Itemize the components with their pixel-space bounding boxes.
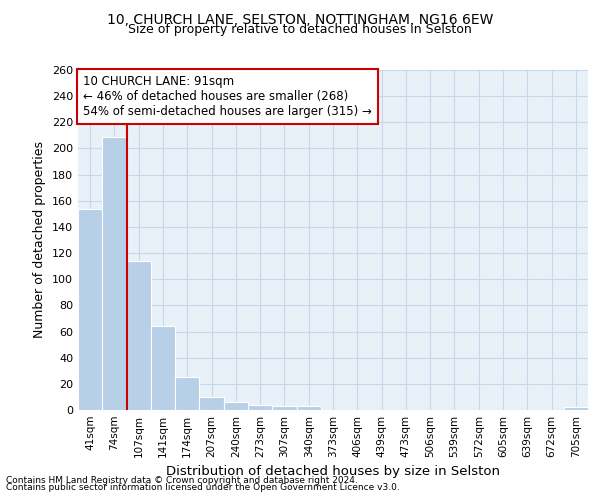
Bar: [564, 408, 588, 410]
Bar: [175, 378, 199, 410]
Bar: [224, 402, 248, 410]
Bar: [151, 326, 175, 410]
Bar: [296, 406, 321, 410]
Bar: [199, 397, 224, 410]
Text: 10 CHURCH LANE: 91sqm
← 46% of detached houses are smaller (268)
54% of semi-det: 10 CHURCH LANE: 91sqm ← 46% of detached …: [83, 75, 372, 118]
Text: Contains HM Land Registry data © Crown copyright and database right 2024.: Contains HM Land Registry data © Crown c…: [6, 476, 358, 485]
Bar: [248, 405, 272, 410]
Text: Size of property relative to detached houses in Selston: Size of property relative to detached ho…: [128, 22, 472, 36]
Bar: [272, 406, 296, 410]
Text: Contains public sector information licensed under the Open Government Licence v3: Contains public sector information licen…: [6, 484, 400, 492]
X-axis label: Distribution of detached houses by size in Selston: Distribution of detached houses by size …: [166, 466, 500, 478]
Text: 10, CHURCH LANE, SELSTON, NOTTINGHAM, NG16 6EW: 10, CHURCH LANE, SELSTON, NOTTINGHAM, NG…: [107, 12, 493, 26]
Bar: [102, 136, 127, 410]
Y-axis label: Number of detached properties: Number of detached properties: [34, 142, 46, 338]
Bar: [78, 208, 102, 410]
Bar: [127, 261, 151, 410]
